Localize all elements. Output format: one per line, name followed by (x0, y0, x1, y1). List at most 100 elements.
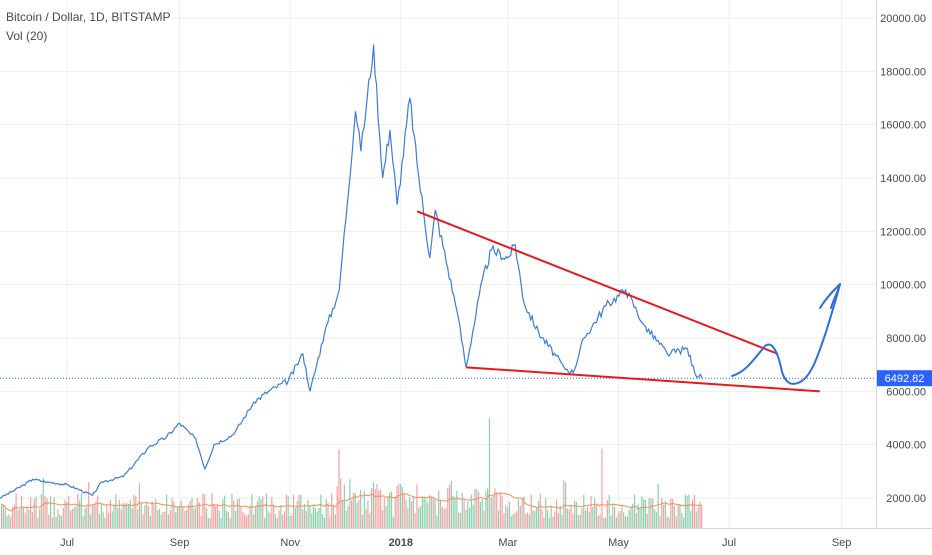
x-tick-label: Nov (280, 537, 300, 549)
volume-bar (97, 495, 99, 528)
volume-bar (675, 516, 677, 528)
volume-bar (200, 515, 202, 528)
volume-bar (450, 481, 453, 528)
volume-bar (176, 507, 179, 528)
volume-bar (169, 509, 171, 528)
volume-bar (394, 497, 396, 528)
x-tick-label: Sep (170, 537, 190, 549)
volume-bar (325, 499, 327, 528)
volume-bar (630, 506, 632, 528)
volume-bar (93, 505, 95, 528)
volume-bar (383, 497, 385, 528)
volume-bar (265, 493, 268, 528)
volume-bar (78, 500, 81, 528)
volume-bar (604, 517, 607, 528)
volume-bar (496, 492, 498, 528)
volume-bar (695, 511, 697, 528)
volume-bar (258, 496, 260, 528)
volume-bar (392, 516, 394, 528)
volume-bar (521, 498, 523, 528)
volume-bar (568, 509, 570, 528)
volume-bar (597, 515, 599, 528)
volume-bar (263, 518, 266, 528)
volume-bar (673, 506, 676, 528)
volume-bar (681, 512, 683, 528)
volume-bar (590, 496, 592, 528)
volume-bar (477, 492, 480, 528)
symbol-title[interactable]: Bitcoin / Dollar, 1D, BITSTAMP (6, 10, 171, 24)
volume-bar (554, 511, 556, 528)
price-axis[interactable]: 2000.00 4000.00 6000.00 8000.00 10000.00 1200… (876, 0, 932, 550)
x-tick-label: Mar (498, 537, 517, 549)
y-tick-label: 20000.00 (880, 13, 926, 25)
volume-bar (305, 510, 307, 528)
y-tick-label: 8000.00 (886, 333, 926, 345)
volume-bar (363, 491, 365, 528)
volume-bar (436, 515, 438, 528)
volume-bar (617, 512, 619, 528)
volume-bar (376, 483, 378, 528)
volume-bar (441, 507, 443, 528)
volume-bar (175, 511, 177, 528)
volume-bar (561, 514, 563, 528)
grid (0, 0, 876, 528)
volume-bar (536, 507, 538, 528)
volume-bar (329, 517, 331, 528)
volume-bar (427, 502, 429, 528)
volume-bar (612, 503, 614, 528)
volume-bar (595, 504, 598, 528)
time-axis[interactable]: Jul Sep Nov 2018 Mar May Jul Sep (0, 528, 932, 550)
volume-bar (494, 488, 496, 528)
volume-bar (374, 488, 376, 528)
volume-bar (347, 506, 349, 528)
volume-bar (690, 510, 692, 528)
volume-bar (51, 517, 53, 528)
volume-bar (216, 503, 219, 528)
volume-bar (430, 497, 433, 528)
annotations[interactable] (416, 210, 841, 393)
volume-bar (574, 500, 576, 528)
volume-bar (523, 496, 525, 528)
volume-bar (387, 496, 389, 528)
volume-bar (481, 499, 483, 528)
volume-bar (273, 504, 275, 528)
volume-bar (401, 487, 404, 528)
volume-bar (581, 508, 583, 528)
lower-trendline[interactable] (466, 366, 820, 393)
volume-bar (505, 505, 507, 528)
volume-bar (619, 511, 621, 528)
volume-bar (91, 504, 93, 528)
volume-bar (69, 510, 72, 528)
volume-bar (189, 500, 191, 528)
volume-bar (341, 500, 344, 528)
volume-bar (530, 494, 532, 528)
volume-bar (323, 517, 326, 528)
volume-bar (370, 487, 373, 528)
volume-bar (80, 493, 83, 528)
volume-bar (487, 488, 489, 528)
volume-indicator-label[interactable]: Vol (20) (6, 29, 48, 43)
volume-bar (599, 514, 601, 528)
volume-bar (546, 509, 549, 528)
upper-trendline[interactable] (416, 210, 779, 355)
volume-bar (240, 507, 242, 528)
volume-bar (185, 510, 188, 528)
volume-bar (623, 512, 625, 528)
volume-bar (646, 513, 648, 528)
volume-bar (418, 507, 420, 528)
volume-bar (684, 494, 686, 528)
volume-bar (537, 500, 540, 528)
volume-bar (639, 507, 641, 528)
volume-bar (140, 502, 142, 528)
volume-bar (209, 518, 211, 528)
volume-bar (525, 513, 527, 528)
volume-bar (124, 503, 126, 528)
last-price-tag (877, 370, 932, 387)
volume-bar (318, 507, 320, 528)
volume-bar (4, 507, 6, 528)
freehand-projection[interactable] (731, 283, 841, 385)
volume-bar (224, 495, 226, 528)
volume-bar (311, 513, 313, 528)
